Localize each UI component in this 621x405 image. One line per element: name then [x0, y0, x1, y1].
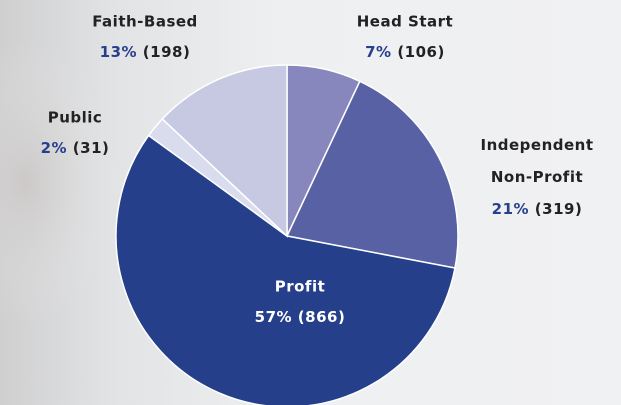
slice-label: Public — [48, 109, 103, 127]
slice-value-label: 7% (106) — [365, 43, 445, 61]
slice-value-label: 57% (866) — [255, 308, 346, 326]
slice-label: Faith-Based — [92, 13, 198, 31]
slice-label: Profit — [275, 278, 326, 296]
slice-label: Head Start — [357, 13, 453, 31]
slice-value-label: 2% (31) — [41, 139, 110, 157]
pie-slice — [115, 134, 456, 405]
slice-value-label: 13% (198) — [100, 43, 191, 61]
pie-slice — [285, 80, 459, 269]
pie-slice — [161, 64, 288, 238]
slice-value-label: 21% (319) — [492, 200, 583, 218]
slice-label: Independent Non-Profit — [480, 136, 593, 186]
